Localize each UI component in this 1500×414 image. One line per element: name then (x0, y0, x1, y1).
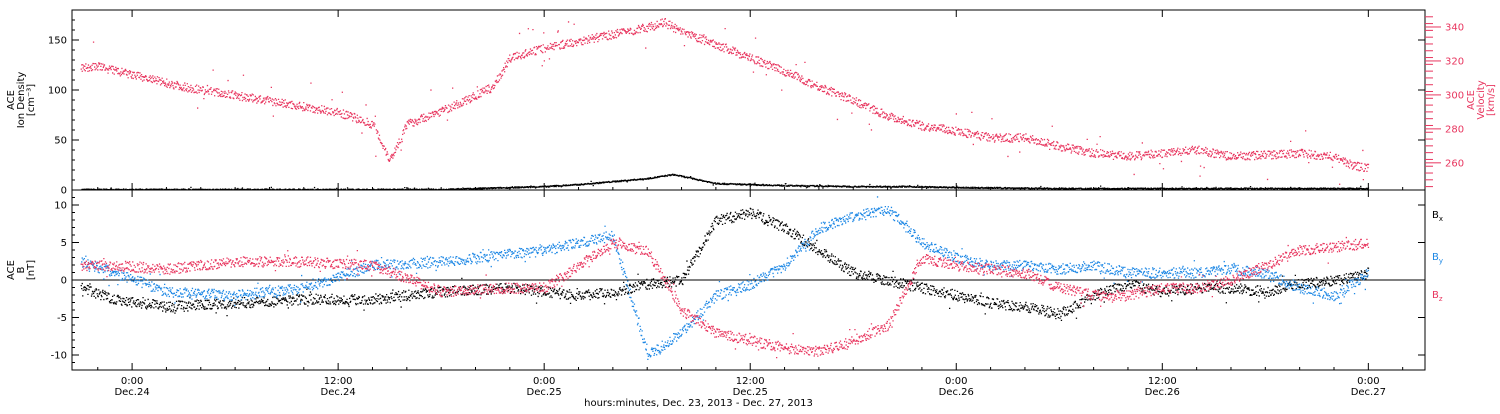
x-tick-time-label: 0:00 (1357, 376, 1379, 387)
legend-entry-bx: Bx (1432, 210, 1443, 223)
legend-label: B (1432, 290, 1439, 301)
legend-entry-bz: Bz (1432, 290, 1443, 303)
x-tick-time-label: 0:00 (121, 376, 143, 387)
left-y-axis-title-line: Ion Density (16, 72, 27, 129)
legend-subscript: y (1439, 257, 1443, 265)
legend-subscript: z (1439, 295, 1443, 303)
left-y-axis-title-line: ACE (6, 90, 17, 110)
series-bz (80, 236, 1370, 359)
x-tick-time-label: 12:00 (1148, 376, 1177, 387)
b-y-tick-label: 5 (61, 238, 67, 249)
velocity-series (80, 18, 1370, 185)
legend-entry-by: By (1432, 252, 1443, 265)
left-y-tick-label: 150 (48, 36, 67, 47)
right-y-tick-label: 340 (1445, 22, 1464, 33)
right-y-tick-label: 260 (1445, 158, 1464, 169)
x-axis: 0:00Dec.2412:00Dec.240:00Dec.2512:00Dec.… (97, 10, 1404, 409)
b-y-tick-label: -10 (51, 351, 67, 362)
x-tick-date-label: Dec.27 (1351, 387, 1386, 398)
ion-density-series (80, 173, 1370, 190)
b-y-tick-label: 10 (54, 201, 67, 212)
x-tick-date-label: Dec.26 (939, 387, 974, 398)
x-tick-date-label: Dec.24 (114, 387, 149, 398)
left-y-tick-label: 100 (48, 86, 67, 97)
b-y-tick-label: -5 (57, 313, 67, 324)
left-y-tick-label: 50 (54, 136, 67, 147)
right-y-axis-title-line: Velocity (1476, 80, 1487, 119)
top-panel-frame (71, 9, 1426, 191)
left-y-axis-title-line: [cm⁻³] (26, 84, 37, 116)
x-axis-title: hours:minutes, Dec. 23, 2013 - Dec. 27, … (584, 398, 813, 409)
right-y-axis-title-line: [km/s] (1486, 84, 1497, 116)
b-y-axis-title-line: B (16, 266, 27, 273)
x-tick-date-label: Dec.25 (733, 387, 768, 398)
legend-label: B (1432, 252, 1439, 263)
right-y-tick-label: 280 (1445, 124, 1464, 135)
legend-subscript: x (1439, 215, 1443, 223)
x-tick-time-label: 12:00 (324, 376, 353, 387)
right-y-tick-label: 300 (1445, 90, 1464, 101)
x-tick-time-label: 12:00 (736, 376, 765, 387)
b-y-axis-title-line: ACE (6, 260, 17, 280)
right-y-axis-title-line: ACE (1466, 90, 1477, 110)
series-bx (80, 207, 1370, 321)
right-y-tick-label: 320 (1445, 56, 1464, 67)
legend-label: B (1432, 210, 1439, 221)
left-y-tick-label: 0 (61, 186, 67, 197)
b-y-axis-title-line: [nT] (26, 260, 37, 280)
x-tick-time-label: 0:00 (533, 376, 555, 387)
x-tick-date-label: Dec.24 (321, 387, 356, 398)
b-y-tick-label: 0 (61, 276, 67, 287)
x-tick-time-label: 0:00 (945, 376, 967, 387)
x-tick-date-label: Dec.26 (1145, 387, 1180, 398)
x-tick-date-label: Dec.25 (527, 387, 562, 398)
